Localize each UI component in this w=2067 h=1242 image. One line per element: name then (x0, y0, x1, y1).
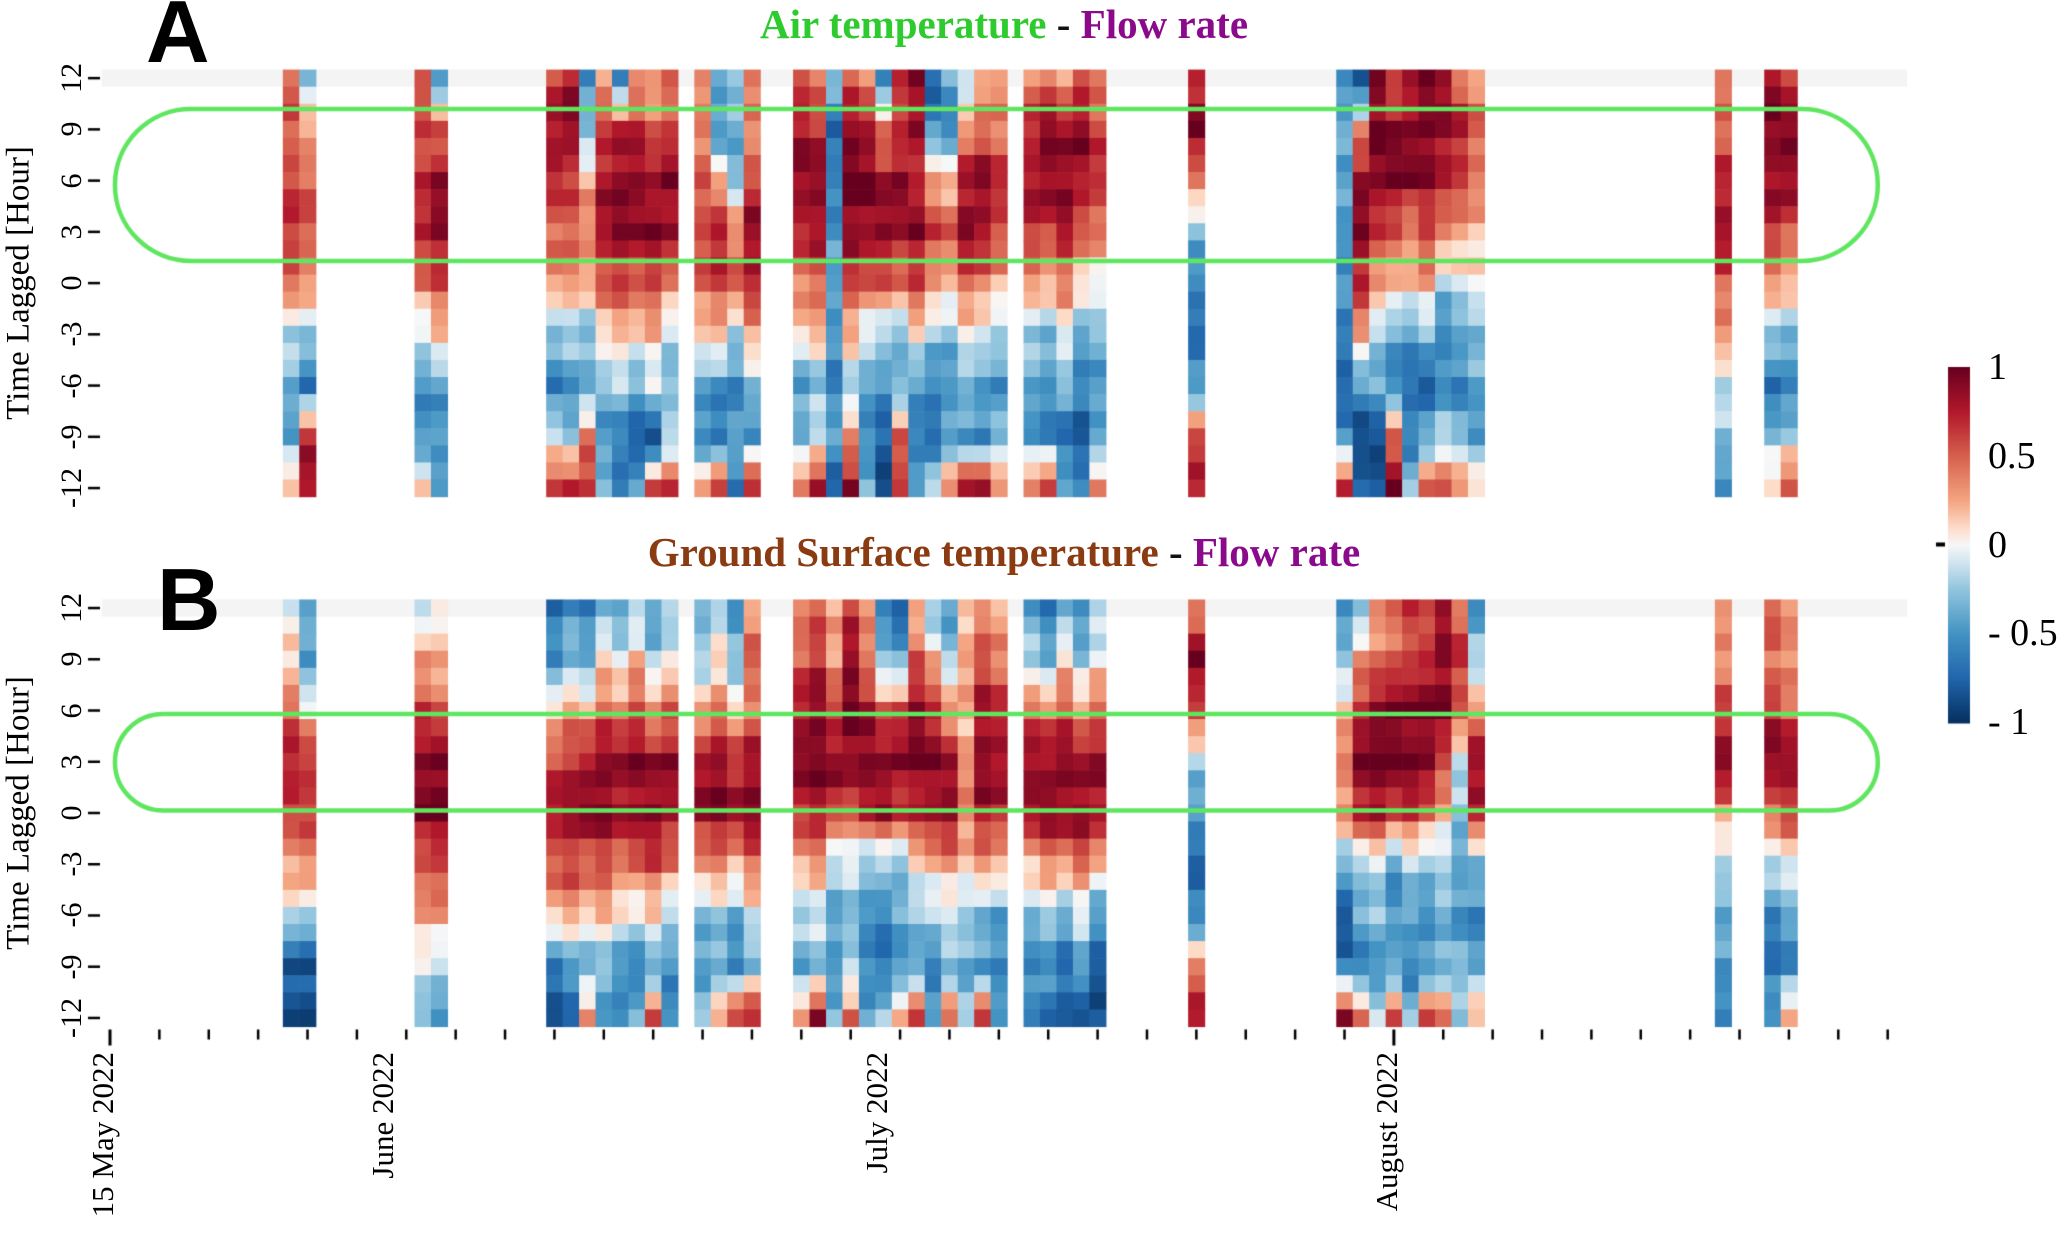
panel-a-ytick-label--12: -12 (55, 468, 88, 509)
panel-a-title-dash: - (1046, 1, 1081, 47)
xtick-label-june-2022: June 2022 (364, 1052, 400, 1179)
panel-a-letter: A (146, 0, 210, 81)
panel-a-title-variable: Air temperature (759, 1, 1047, 47)
panel-a-title-flowrate: Flow rate (1080, 1, 1249, 47)
panel-b-title: Ground Surface temperature - Flow rate (648, 528, 1360, 576)
colorbar-tick-label--1: - 1 (1988, 701, 2030, 743)
panel-a-ylabel: Time Lagged [Hour] (0, 146, 37, 420)
colorbar-tick-label-0: 0 (1988, 523, 2007, 566)
panel-b-title-dash: - (1158, 529, 1193, 575)
panel-b-letter: B (157, 550, 221, 649)
xtick-label-15-may-2022: 15 May 2022 (85, 1052, 120, 1218)
colorbar-tick-label-1: 1 (1988, 346, 2007, 388)
xtick-label-july-2022: July 2022 (858, 1052, 894, 1174)
panel-b-ylabel: Time Lagged [Hour] (0, 676, 37, 950)
xtick-label-august-2022: August 2022 (1368, 1052, 1404, 1212)
panel-a-title: Air temperature - Flow rate (760, 0, 1248, 48)
colorbar-tick-label--0p5: - 0.5 (1988, 612, 2058, 655)
panel-b-title-flowrate: Flow rate (1192, 529, 1361, 575)
panel-b-title-variable: Ground Surface temperature (647, 529, 1159, 575)
colorbar-tick-label-0p5: 0.5 (1988, 434, 2036, 477)
panel-b-ytick-label--12: -12 (55, 997, 88, 1038)
